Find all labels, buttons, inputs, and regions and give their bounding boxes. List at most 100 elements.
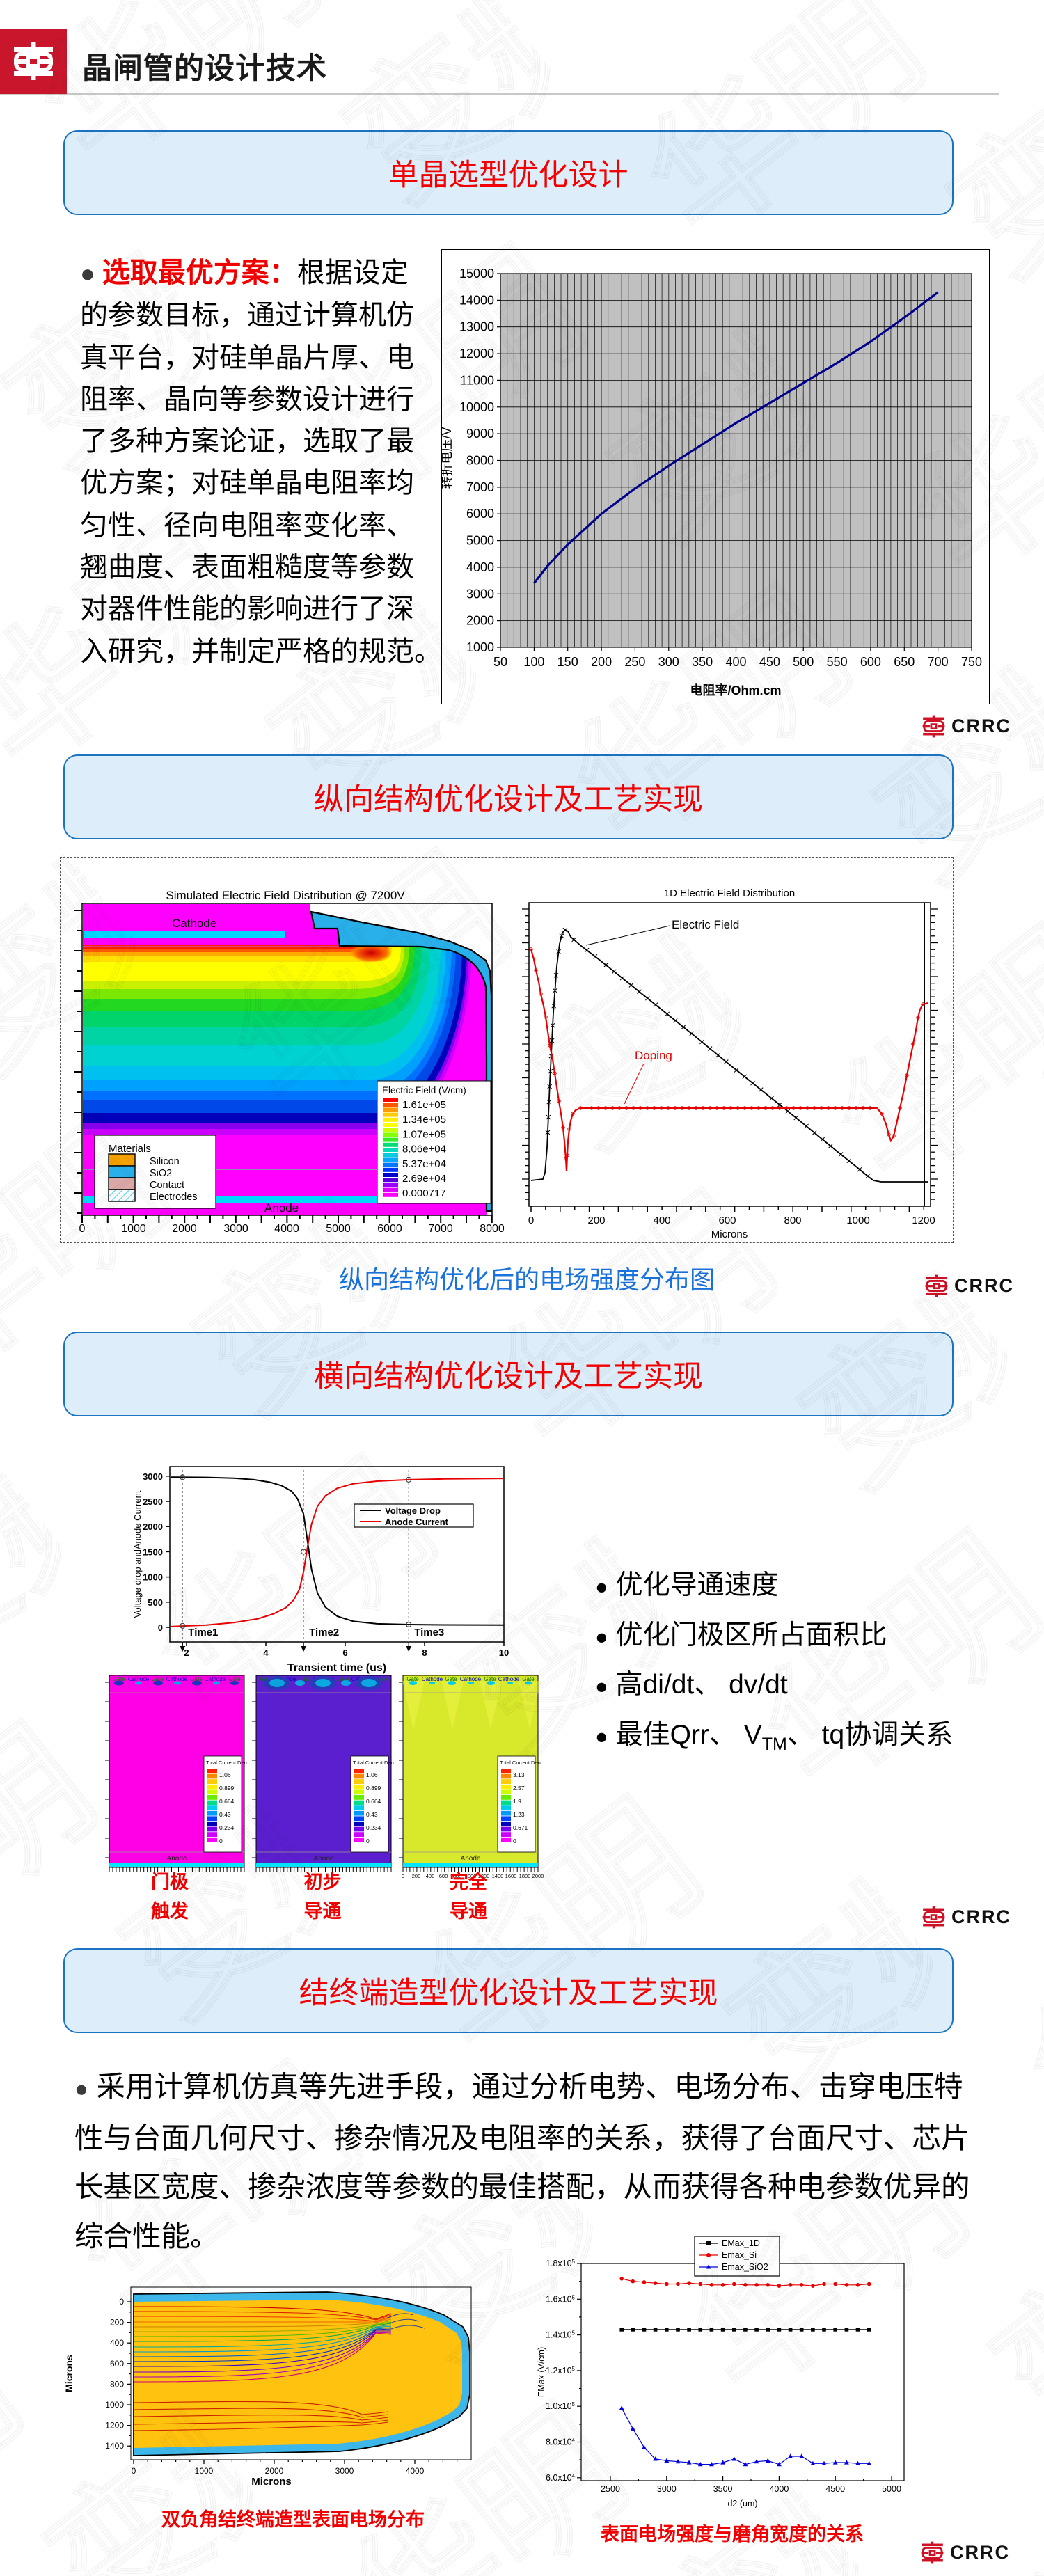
svg-text:14000: 14000 xyxy=(459,293,494,307)
svg-text:EMax (V/cm): EMax (V/cm) xyxy=(537,2347,546,2397)
svg-text:500: 500 xyxy=(148,1597,163,1608)
svg-text:1.0x105: 1.0x105 xyxy=(546,2401,576,2412)
svg-text:4500: 4500 xyxy=(825,2484,845,2494)
svg-text:4000: 4000 xyxy=(769,2484,789,2494)
svg-text:550: 550 xyxy=(827,655,848,669)
svg-text:Time1: Time1 xyxy=(188,1627,218,1638)
svg-text:5.37e+04: 5.37e+04 xyxy=(402,1158,446,1170)
svg-text:0: 0 xyxy=(513,1838,516,1844)
svg-text:1200: 1200 xyxy=(105,2421,124,2431)
svg-text:15000: 15000 xyxy=(459,267,494,280)
svg-text:1.34e+05: 1.34e+05 xyxy=(402,1114,446,1125)
svg-text:1400: 1400 xyxy=(105,2441,124,2451)
svg-text:0: 0 xyxy=(528,1215,534,1226)
svg-text:2000: 2000 xyxy=(532,1873,544,1879)
svg-text:Total Current Den: Total Current Den xyxy=(353,1760,394,1766)
svg-text:6: 6 xyxy=(342,1647,347,1658)
svg-text:5000: 5000 xyxy=(326,1223,351,1235)
svg-text:0.899: 0.899 xyxy=(219,1785,235,1792)
svg-text:1.07e+05: 1.07e+05 xyxy=(402,1128,446,1140)
svg-text:10: 10 xyxy=(499,1647,509,1658)
svg-text:2500: 2500 xyxy=(601,2484,620,2494)
svg-text:0: 0 xyxy=(132,2466,136,2476)
svg-text:Anode: Anode xyxy=(461,1855,481,1863)
svg-text:1.2x105: 1.2x105 xyxy=(546,2365,576,2376)
svg-text:电阻率/Ohm.cm: 电阻率/Ohm.cm xyxy=(690,683,781,697)
svg-text:Cathode: Cathode xyxy=(205,1676,226,1682)
svg-text:Silicon: Silicon xyxy=(150,1156,180,1167)
svg-text:600: 600 xyxy=(718,1215,736,1226)
svg-text:0.43: 0.43 xyxy=(366,1811,378,1818)
svg-text:0.899: 0.899 xyxy=(366,1785,381,1792)
svg-text:2500: 2500 xyxy=(143,1496,163,1507)
svg-text:Total Current Den: Total Current Den xyxy=(500,1760,541,1766)
svg-text:Microns: Microns xyxy=(251,2476,292,2488)
svg-text:8000: 8000 xyxy=(466,454,494,468)
svg-text:350: 350 xyxy=(692,655,713,669)
svg-text:1.23: 1.23 xyxy=(513,1811,525,1818)
svg-text:4: 4 xyxy=(263,1647,269,1658)
svg-text:4000: 4000 xyxy=(406,2466,425,2476)
svg-text:800: 800 xyxy=(110,2379,124,2389)
svg-text:750: 750 xyxy=(961,655,982,669)
svg-text:7000: 7000 xyxy=(428,1223,453,1235)
svg-text:250: 250 xyxy=(624,655,645,669)
svg-text:4000: 4000 xyxy=(466,560,494,574)
svg-text:5000: 5000 xyxy=(882,2484,901,2494)
svg-text:3000: 3000 xyxy=(335,2466,354,2476)
svg-text:Voltage Drop: Voltage Drop xyxy=(385,1506,441,1516)
svg-text:Emax_SiO2: Emax_SiO2 xyxy=(722,2262,768,2272)
svg-text:200: 200 xyxy=(110,2318,124,2328)
svg-text:1000: 1000 xyxy=(846,1215,869,1226)
svg-text:1.6x105: 1.6x105 xyxy=(546,2294,576,2305)
svg-text:4000: 4000 xyxy=(274,1223,299,1235)
svg-text:1000: 1000 xyxy=(195,2466,214,2476)
svg-text:8.06e+04: 8.06e+04 xyxy=(402,1144,446,1155)
svg-text:2000: 2000 xyxy=(143,1522,163,1532)
svg-text:200: 200 xyxy=(591,655,612,669)
svg-text:EMax_1D: EMax_1D xyxy=(722,2238,760,2248)
svg-text:Anode: Anode xyxy=(167,1855,187,1863)
svg-text:3000: 3000 xyxy=(143,1471,163,1482)
svg-text:50: 50 xyxy=(493,655,507,669)
svg-text:2000: 2000 xyxy=(265,2466,284,2476)
svg-text:0.234: 0.234 xyxy=(219,1824,235,1831)
svg-text:800: 800 xyxy=(784,1215,801,1226)
svg-text:Anode Current: Anode Current xyxy=(385,1517,449,1527)
svg-text:8: 8 xyxy=(422,1647,427,1658)
svg-text:0: 0 xyxy=(119,2297,124,2307)
svg-text:Electrodes: Electrodes xyxy=(150,1192,198,1203)
svg-text:0.664: 0.664 xyxy=(366,1798,381,1805)
svg-text:1000: 1000 xyxy=(121,1223,146,1235)
svg-text:Simulated Electric Field Distr: Simulated Electric Field Distribution @ … xyxy=(166,889,405,902)
svg-text:400: 400 xyxy=(110,2338,124,2348)
svg-text:3.13: 3.13 xyxy=(513,1771,525,1778)
svg-text:0.671: 0.671 xyxy=(513,1824,528,1831)
svg-text:Electric Field (V/cm): Electric Field (V/cm) xyxy=(382,1085,466,1096)
svg-text:3500: 3500 xyxy=(713,2484,733,2494)
svg-text:1000: 1000 xyxy=(466,640,494,654)
svg-text:1.8x105: 1.8x105 xyxy=(546,2259,576,2269)
svg-text:Microns: Microns xyxy=(711,1228,748,1240)
svg-text:SiO2: SiO2 xyxy=(150,1168,172,1179)
svg-text:2000: 2000 xyxy=(172,1223,197,1235)
svg-text:10000: 10000 xyxy=(459,400,494,414)
svg-text:600: 600 xyxy=(110,2359,124,2369)
svg-text:0.43: 0.43 xyxy=(219,1811,231,1818)
svg-text:0.664: 0.664 xyxy=(219,1798,235,1805)
svg-text:11000: 11000 xyxy=(460,373,494,387)
svg-text:2.69e+04: 2.69e+04 xyxy=(402,1173,446,1185)
svg-text:Materials: Materials xyxy=(109,1143,151,1155)
svg-text:d2 (um): d2 (um) xyxy=(727,2499,757,2508)
svg-text:1.06: 1.06 xyxy=(219,1771,231,1778)
svg-text:7000: 7000 xyxy=(466,480,494,494)
svg-text:600: 600 xyxy=(860,655,881,669)
svg-text:2: 2 xyxy=(184,1647,189,1658)
svg-text:0: 0 xyxy=(158,1622,163,1633)
svg-text:0.000717: 0.000717 xyxy=(402,1187,446,1199)
svg-text:2.57: 2.57 xyxy=(513,1785,525,1792)
svg-text:1500: 1500 xyxy=(143,1547,163,1557)
svg-text:2000: 2000 xyxy=(466,614,494,628)
svg-text:6000: 6000 xyxy=(466,507,494,521)
svg-text:150: 150 xyxy=(557,655,578,669)
